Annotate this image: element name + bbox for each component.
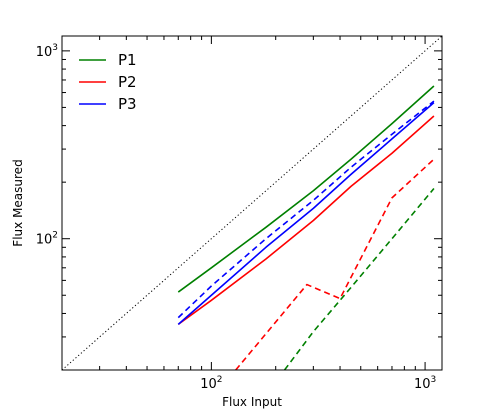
reference-line <box>62 36 442 370</box>
x-axis: 102 103 <box>61 36 436 392</box>
x-tick-label: 102 <box>200 375 222 392</box>
series-line-dashed-3 <box>177 100 435 319</box>
y-tick-label: 102 <box>36 231 58 248</box>
x-tick-label: 103 <box>414 375 436 392</box>
series-line-p3 <box>177 102 435 325</box>
legend-label-p3: P3 <box>118 95 137 113</box>
legend: P1 P2 P3 <box>79 51 137 113</box>
series-line-p1 <box>177 85 435 293</box>
x-axis-label: Flux Input <box>222 395 282 409</box>
series-line-dashed-5 <box>283 188 435 370</box>
plot-series <box>62 36 442 370</box>
series-line-dashed-4 <box>235 158 435 370</box>
y-axis: 102 103 <box>36 43 442 371</box>
plot-frame <box>61 35 443 371</box>
legend-label-p1: P1 <box>118 51 137 69</box>
y-axis-label: Flux Measured <box>11 159 25 246</box>
series-line-p2 <box>177 115 435 325</box>
legend-label-p2: P2 <box>118 73 137 91</box>
y-tick-label: 103 <box>36 43 58 60</box>
